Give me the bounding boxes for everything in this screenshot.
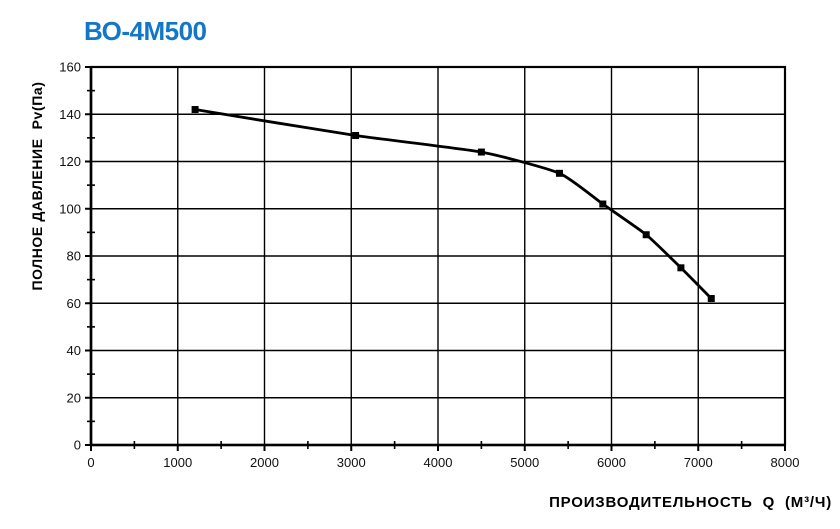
- y-tick-label: 160: [59, 60, 81, 75]
- x-tick-label: 7000: [684, 455, 713, 470]
- x-tick-label: 8000: [771, 455, 800, 470]
- x-tick-label: 2000: [250, 455, 279, 470]
- y-tick-label: 100: [59, 201, 81, 216]
- y-tick-label: 40: [67, 343, 81, 358]
- x-tick-label: 6000: [597, 455, 626, 470]
- y-tick-label: 20: [67, 390, 81, 405]
- x-tick-label: 5000: [510, 455, 539, 470]
- data-point-marker: [707, 295, 715, 303]
- y-tick-label: 80: [67, 249, 81, 264]
- performance-curve: [193, 108, 713, 300]
- y-axis-title: ПОЛНОЕ ДАВЛЕНИЕ Pv(Па): [29, 81, 45, 291]
- y-tick-label: 140: [59, 107, 81, 122]
- data-point-marker: [555, 169, 563, 177]
- data-point-marker: [352, 132, 360, 140]
- x-axis-title: ПРОИЗВОДИТЕЛЬНОСТЬ Q (М³/Ч): [549, 494, 832, 511]
- y-tick-label: 60: [67, 296, 81, 311]
- x-tick-label: 3000: [337, 455, 366, 470]
- x-tick-label: 0: [87, 455, 94, 470]
- data-point-marker: [191, 106, 199, 114]
- y-tick-label: 0: [74, 438, 81, 453]
- x-tick-label: 1000: [163, 455, 192, 470]
- data-point-marker: [677, 264, 685, 272]
- x-tick-label: 4000: [424, 455, 453, 470]
- chart-title: ВО-4М500: [84, 16, 207, 46]
- data-point-marker: [477, 148, 485, 156]
- y-tick-label: 120: [59, 154, 81, 169]
- data-point-marker: [599, 200, 607, 208]
- data-point-marker: [642, 231, 650, 239]
